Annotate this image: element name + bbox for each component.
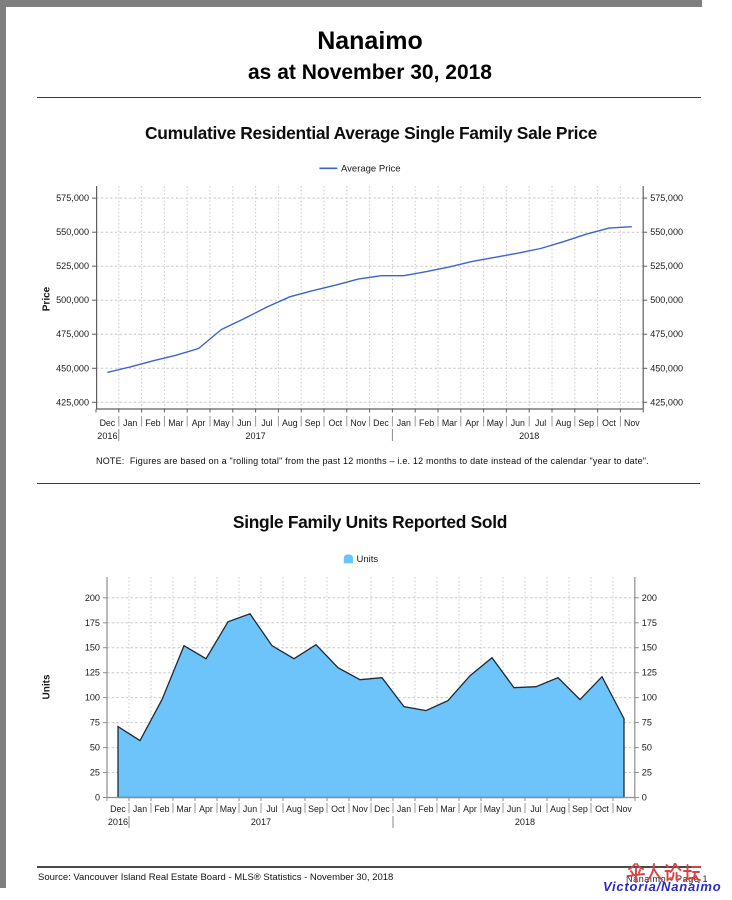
svg-text:Feb: Feb [145, 418, 160, 428]
svg-text:Nov: Nov [616, 804, 632, 814]
svg-text:Feb: Feb [419, 418, 434, 428]
svg-text:Apr: Apr [463, 804, 477, 814]
svg-text:Jan: Jan [133, 804, 147, 814]
svg-text:Jun: Jun [507, 804, 521, 814]
svg-text:25: 25 [90, 768, 100, 778]
svg-text:25: 25 [642, 768, 652, 778]
svg-text:Mar: Mar [176, 804, 191, 814]
svg-text:Jan: Jan [397, 804, 411, 814]
svg-text:Price: Price [42, 286, 53, 311]
svg-text:2018: 2018 [519, 431, 539, 441]
svg-text:Jul: Jul [530, 804, 541, 814]
svg-text:150: 150 [85, 643, 100, 653]
svg-text:175: 175 [642, 618, 657, 628]
svg-text:125: 125 [85, 668, 100, 678]
svg-text:Apr: Apr [199, 804, 213, 814]
svg-text:Sep: Sep [305, 418, 321, 428]
svg-text:Units: Units [42, 674, 53, 699]
svg-text:Dec: Dec [110, 804, 126, 814]
svg-text:200: 200 [85, 593, 100, 603]
svg-text:100: 100 [642, 693, 657, 703]
svg-text:Average Price: Average Price [341, 164, 401, 175]
svg-text:150: 150 [642, 643, 657, 653]
svg-text:2017: 2017 [245, 431, 265, 441]
svg-text:Jun: Jun [243, 804, 257, 814]
svg-text:Nov: Nov [624, 418, 640, 428]
svg-text:425,000: 425,000 [650, 397, 683, 407]
svg-text:525,000: 525,000 [56, 261, 89, 271]
svg-text:Aug: Aug [550, 804, 566, 814]
svg-text:Dec: Dec [100, 418, 116, 428]
svg-text:Aug: Aug [556, 418, 572, 428]
svg-text:75: 75 [90, 718, 100, 728]
svg-text:Mar: Mar [442, 418, 457, 428]
svg-text:0: 0 [95, 793, 100, 803]
svg-text:Mar: Mar [440, 804, 455, 814]
svg-text:Jul: Jul [266, 804, 277, 814]
svg-text:50: 50 [90, 743, 100, 753]
svg-text:450,000: 450,000 [650, 363, 683, 373]
svg-text:Units: Units [357, 554, 379, 565]
svg-text:550,000: 550,000 [56, 227, 89, 237]
svg-text:Feb: Feb [154, 804, 169, 814]
svg-text:Apr: Apr [465, 418, 479, 428]
svg-text:475,000: 475,000 [56, 329, 89, 339]
svg-text:Jan: Jan [123, 418, 137, 428]
svg-text:Aug: Aug [282, 418, 298, 428]
svg-text:2017: 2017 [251, 817, 271, 827]
svg-text:Jul: Jul [535, 418, 546, 428]
svg-text:125: 125 [642, 668, 657, 678]
svg-text:May: May [220, 804, 237, 814]
svg-text:Oct: Oct [595, 804, 609, 814]
svg-text:Sep: Sep [308, 804, 324, 814]
svg-text:475,000: 475,000 [650, 329, 683, 339]
svg-text:575,000: 575,000 [650, 193, 683, 203]
svg-text:75: 75 [642, 718, 652, 728]
svg-text:2018: 2018 [515, 817, 535, 827]
svg-text:Apr: Apr [192, 418, 206, 428]
svg-text:Oct: Oct [331, 804, 345, 814]
svg-text:2016: 2016 [108, 817, 128, 827]
svg-text:500,000: 500,000 [650, 295, 683, 305]
svg-text:May: May [487, 418, 504, 428]
svg-text:Dec: Dec [373, 418, 389, 428]
svg-text:Aug: Aug [286, 804, 302, 814]
svg-text:May: May [213, 418, 230, 428]
svg-text:Nov: Nov [350, 418, 366, 428]
svg-text:Oct: Oct [329, 418, 343, 428]
svg-text:Nov: Nov [352, 804, 368, 814]
svg-text:Mar: Mar [168, 418, 183, 428]
svg-text:Jul: Jul [261, 418, 272, 428]
svg-text:550,000: 550,000 [650, 227, 683, 237]
svg-text:2016: 2016 [97, 431, 117, 441]
svg-text:Sep: Sep [578, 418, 594, 428]
svg-text:0: 0 [642, 793, 647, 803]
svg-text:May: May [484, 804, 501, 814]
svg-text:Sep: Sep [572, 804, 588, 814]
svg-text:425,000: 425,000 [56, 397, 89, 407]
svg-text:525,000: 525,000 [650, 261, 683, 271]
svg-text:175: 175 [85, 618, 100, 628]
svg-text:100: 100 [85, 693, 100, 703]
svg-text:Dec: Dec [374, 804, 390, 814]
svg-text:500,000: 500,000 [56, 295, 89, 305]
svg-text:Jun: Jun [511, 418, 525, 428]
svg-text:Feb: Feb [418, 804, 433, 814]
svg-text:575,000: 575,000 [56, 193, 89, 203]
svg-text:Oct: Oct [602, 418, 616, 428]
svg-text:450,000: 450,000 [56, 363, 89, 373]
svg-text:Jan: Jan [397, 418, 411, 428]
svg-text:50: 50 [642, 743, 652, 753]
svg-text:Jun: Jun [237, 418, 251, 428]
svg-text:200: 200 [642, 593, 657, 603]
